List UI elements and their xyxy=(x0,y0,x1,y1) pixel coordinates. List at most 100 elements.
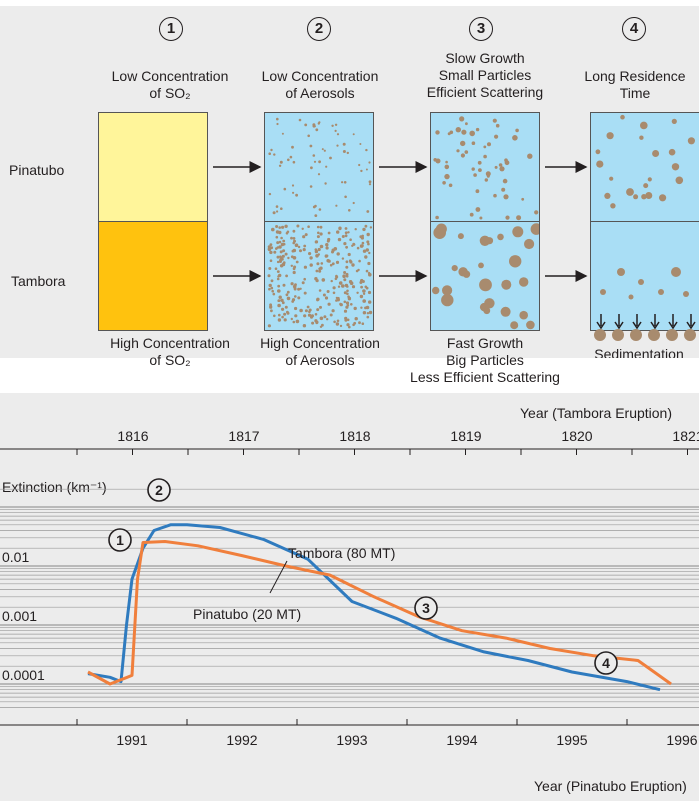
aerosol-particle xyxy=(367,261,371,266)
aerosol-particle xyxy=(276,277,280,281)
aerosol-particle xyxy=(349,260,353,264)
aerosol-particle xyxy=(326,290,330,293)
aerosol-particle xyxy=(647,177,652,182)
aerosol-particle xyxy=(336,252,340,256)
aerosol-particle xyxy=(277,303,281,308)
aerosol-particle xyxy=(315,321,319,325)
aerosol-particle xyxy=(442,285,453,296)
aerosol-particle xyxy=(327,231,331,235)
aerosol-particle xyxy=(297,245,301,249)
aerosol-particle xyxy=(356,246,360,250)
sedimentation-box xyxy=(590,221,699,331)
aerosol-particle xyxy=(294,283,297,287)
aerosol-particle xyxy=(272,211,276,215)
aerosol-particle xyxy=(361,241,365,245)
aerosol-particle xyxy=(292,237,296,240)
aerosol-particle xyxy=(494,134,499,139)
aerosol-particle xyxy=(358,321,361,325)
aerosol-particle xyxy=(303,277,306,281)
aerosol-particle xyxy=(322,293,326,297)
aerosol-particle xyxy=(341,181,344,184)
aerosol-particle xyxy=(270,286,274,290)
aerosol-particle xyxy=(639,135,644,140)
aerosol-particle xyxy=(471,141,476,145)
aerosol-particle xyxy=(279,160,283,164)
aerosol-particle xyxy=(334,129,337,132)
bottom-tick-label: 1992 xyxy=(226,732,257,748)
aerosol-particle xyxy=(433,158,437,162)
aerosol-particle xyxy=(626,188,634,196)
aerosol-particle xyxy=(273,314,276,318)
aerosol-particle xyxy=(358,163,361,167)
aerosol-particle xyxy=(271,227,275,232)
aerosol-particle xyxy=(319,305,322,309)
top-tick-label: 1820 xyxy=(561,428,592,444)
aerosol-particle xyxy=(277,284,281,288)
aerosol-particle xyxy=(282,249,286,253)
aerosol-particle xyxy=(269,259,273,262)
caption-line: of Aerosols xyxy=(285,85,355,101)
step-marker-label: 4 xyxy=(602,655,610,671)
aerosol-particle xyxy=(505,215,510,220)
tambora-series-label: Tambora (80 MT) xyxy=(288,545,395,561)
aerosol-particle xyxy=(512,226,524,238)
aerosol-particle xyxy=(460,153,465,158)
aerosol-particle xyxy=(317,253,320,256)
aerosol-particle xyxy=(358,259,361,263)
aerosol-particle xyxy=(435,215,439,220)
bottom-tick-label: 1991 xyxy=(116,732,147,748)
aerosol-particle xyxy=(343,291,347,295)
aerosol-particle xyxy=(628,294,634,300)
aerosol-particle xyxy=(278,240,282,244)
aerosol-particle xyxy=(658,289,664,295)
aerosol-particle xyxy=(309,263,313,267)
aerosol-particle xyxy=(486,174,490,178)
top-tick-label: 1817 xyxy=(228,428,259,444)
aerosol-particle xyxy=(293,239,296,243)
aerosol-particle xyxy=(342,150,346,153)
aerosol-particle xyxy=(346,318,350,322)
aerosol-particle xyxy=(308,308,312,312)
aerosol-particle xyxy=(277,299,281,302)
aerosol-particle xyxy=(346,292,349,296)
aerosol-particle xyxy=(364,255,368,259)
step-marker-circle xyxy=(147,478,171,502)
caption-line: Sedimentation xyxy=(594,346,684,358)
aerosol-particle xyxy=(312,123,316,127)
aerosol-particle xyxy=(275,225,279,228)
caption-fast-growth-line3: Less Efficient Scattering xyxy=(410,369,560,385)
aerosol-particle xyxy=(465,122,468,126)
aerosol-particle xyxy=(671,163,680,171)
caption-low-so2: Low Concentration of SO₂ xyxy=(80,68,260,102)
aerosol-particle xyxy=(278,295,282,299)
aerosol-particle xyxy=(483,145,487,149)
aerosol-particle xyxy=(275,205,279,208)
aerosol-particle xyxy=(308,252,312,256)
aerosol-particle xyxy=(284,305,288,309)
aerosol-particle xyxy=(368,251,371,255)
aerosol-particle xyxy=(435,130,440,135)
down-arrow-icon xyxy=(596,314,606,330)
aerosol-particle xyxy=(318,208,322,211)
aerosol-particle xyxy=(362,289,366,293)
down-arrow-icon xyxy=(650,314,660,330)
sediment-particle xyxy=(594,329,606,341)
aerosol-particle xyxy=(345,272,349,276)
caption-line: Efficient Scattering xyxy=(426,84,544,100)
aerosol-particle xyxy=(313,160,317,163)
aerosol-particle xyxy=(633,194,639,200)
aerosol-particle xyxy=(469,212,474,217)
aerosol-particle xyxy=(292,229,296,233)
aerosol-particle xyxy=(291,249,295,253)
aerosol-particle xyxy=(357,268,360,272)
aerosol-particle xyxy=(282,261,286,265)
aerosol-particle xyxy=(331,309,335,313)
aerosol-particle xyxy=(504,158,508,162)
aerosol-particle xyxy=(349,238,352,241)
aerosol-particle xyxy=(367,271,371,275)
caption-line: High Concentration xyxy=(110,335,230,351)
step-marker-circle xyxy=(108,528,132,552)
aerosol-particle xyxy=(352,201,355,205)
aerosol-particle xyxy=(342,274,346,278)
